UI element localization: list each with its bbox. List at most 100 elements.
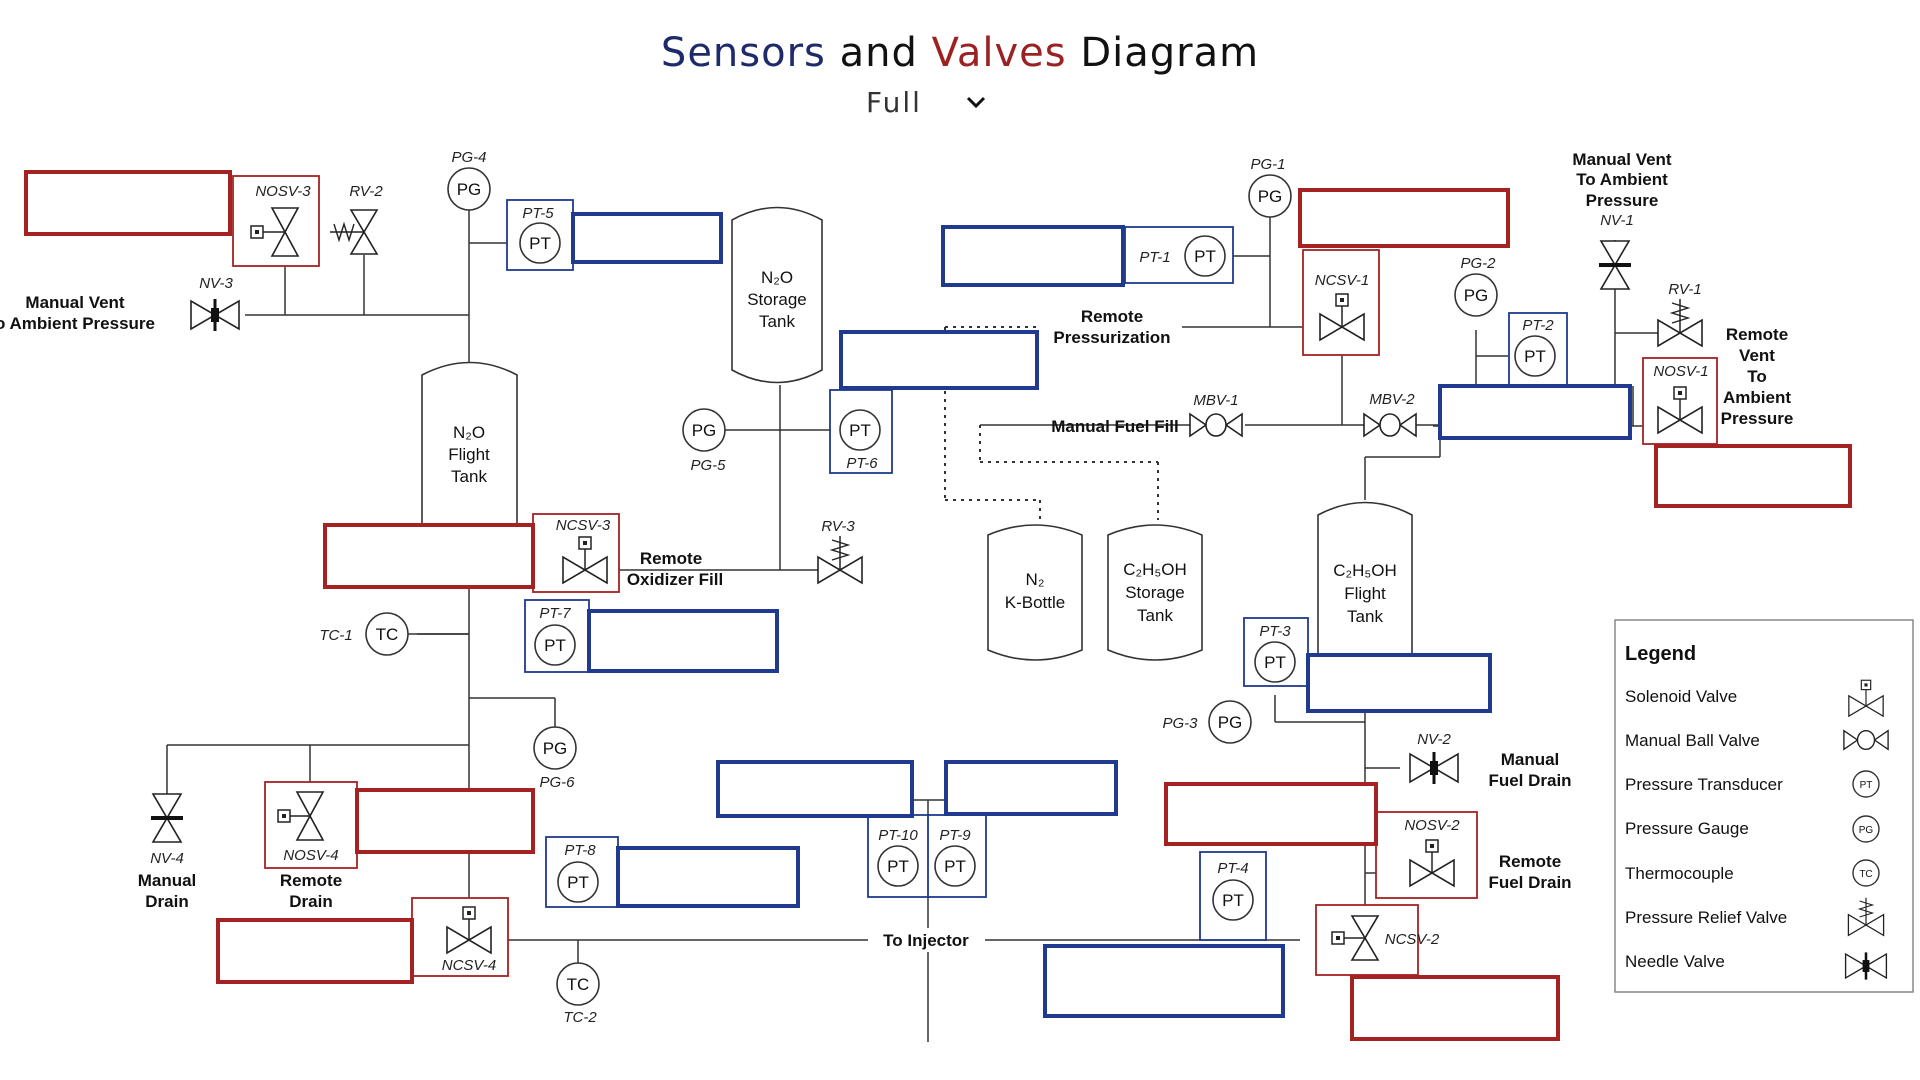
label-remote-pressurization-2: Pressurization (1053, 328, 1170, 347)
label-remote-pressurization-1: Remote (1081, 307, 1143, 326)
thermocouple-tc2[interactable]: TC TC-2 (556, 962, 600, 1026)
title-word-sensors: Sensors (660, 30, 826, 76)
pressure-gauge-pg4[interactable]: PG PG-4 (447, 149, 491, 211)
label-remote-fuel-drain-2: Fuel Drain (1488, 873, 1571, 892)
chevron-down-icon[interactable] (962, 88, 990, 116)
tank-n2o-storage: N₂O Storage Tank (731, 206, 823, 384)
label-manual-fuel-drain-2: Fuel Drain (1488, 771, 1571, 790)
pt10-tag: PT-10 (878, 827, 918, 844)
legend-item-needle-valve: Needle Valve (1625, 952, 1725, 971)
readout-ncsv1 (1298, 188, 1510, 248)
needle-valve-nv1[interactable]: NV-1 (1597, 212, 1634, 291)
pt9-tag: PT-9 (939, 827, 971, 844)
solenoid-valve-ncsv4[interactable]: NCSV-4 (411, 897, 509, 977)
readout-nosv1 (1654, 444, 1852, 508)
pt7-tag: PT-7 (539, 605, 571, 622)
pt7-symbol: PT (544, 636, 566, 655)
ball-valve-mbv2[interactable]: MBV-2 (1363, 391, 1417, 437)
view-selector[interactable]: Full (866, 80, 1066, 124)
pressure-gauge-pg6[interactable]: PG PG-6 (533, 726, 577, 791)
pg1-symbol: PG (1258, 187, 1283, 206)
tank-c2h5oh-storage-line2: Storage (1125, 583, 1185, 602)
pt2-symbol: PT (1524, 347, 1546, 366)
pressure-gauge-pg5[interactable]: PG PG-5 (682, 408, 726, 474)
pressure-transducer-pt4[interactable]: PT PT-4 (1199, 851, 1267, 941)
tc2-tag: TC-2 (563, 1009, 597, 1026)
pressure-transducer-pt5[interactable]: PT PT-5 (506, 199, 574, 271)
relief-valve-rv2[interactable]: RV-2 (329, 183, 383, 255)
pressure-transducer-pt7[interactable]: PT PT-7 (524, 599, 590, 673)
solenoid-valve-ncsv3[interactable]: NCSV-3 (532, 513, 620, 593)
pressure-transducer-pt6[interactable]: PT PT-6 (829, 389, 893, 474)
solenoid-valve-nosv2[interactable]: NOSV-2 (1375, 811, 1478, 899)
tank-n2o-flight-line1: N₂O (453, 423, 485, 442)
pressure-transducer-pt2[interactable]: PT PT-2 (1508, 312, 1568, 386)
thermocouple-tc1[interactable]: TC TC-1 (319, 612, 469, 656)
legend-item-manual-ball-valve: Manual Ball Valve (1625, 731, 1760, 750)
tank-c2h5oh-storage-line3: Tank (1137, 606, 1173, 625)
rv3-tag: RV-3 (821, 518, 855, 535)
pressure-gauge-pg2[interactable]: PG PG-2 (1454, 255, 1498, 317)
solenoid-valve-ncsv1[interactable]: NCSV-1 (1302, 249, 1380, 356)
tank-c2h5oh-flight-line3: Tank (1347, 607, 1383, 626)
pt5-symbol: PT (529, 234, 551, 253)
pressure-gauge-pg3[interactable]: PG PG-3 (1162, 700, 1252, 744)
pg2-tag: PG-2 (1460, 255, 1496, 272)
pressure-gauge-pg1[interactable]: PG PG-1 (1248, 156, 1292, 218)
pt6-tag: PT-6 (846, 455, 878, 472)
solenoid-valve-ncsv2[interactable]: NCSV-2 (1315, 904, 1440, 976)
pressure-transducer-pt1[interactable]: PT PT-1 (1124, 226, 1234, 284)
legend-item-pressure-gauge: Pressure Gauge (1625, 819, 1749, 838)
readout-ncsv2 (1350, 975, 1560, 1041)
nv2-tag: NV-2 (1417, 731, 1451, 748)
tank-n2o-storage-line1: N₂O (761, 268, 793, 287)
solenoid-valve-nosv3[interactable]: NOSV-3 (232, 175, 320, 267)
label-manual-vent-top-3: Pressure (1586, 191, 1659, 210)
tank-n2o-storage-line2: Storage (747, 290, 807, 309)
relief-valve-rv3[interactable]: RV-3 (817, 518, 863, 584)
pt6-symbol: PT (849, 421, 871, 440)
pg5-symbol: PG (692, 421, 717, 440)
pressure-transducer-pt3[interactable]: PT PT-3 (1243, 617, 1309, 687)
tank-n2o-flight-line2: Flight (448, 445, 490, 464)
pressure-transducer-pt9[interactable]: PT PT-9 (927, 814, 987, 898)
label-remote-vent-4: Ambient (1723, 388, 1791, 407)
title-word-diagram: Diagram (1080, 30, 1260, 76)
readout-pt7 (587, 609, 779, 673)
label-manual-drain-2: Drain (145, 892, 188, 911)
label-manual-vent-left-1: Manual Vent (25, 293, 125, 312)
label-remote-vent-2: Vent (1739, 346, 1775, 365)
solenoid-valve-nosv4[interactable]: NOSV-4 (264, 781, 358, 869)
ncsv4-tag: NCSV-4 (442, 957, 496, 974)
nosv1-tag: NOSV-1 (1653, 363, 1708, 380)
ball-valve-mbv1[interactable]: MBV-1 (1189, 392, 1243, 437)
pressure-transducer-pt10[interactable]: PT PT-10 (867, 814, 931, 898)
label-manual-fuel-drain-1: Manual (1501, 750, 1560, 769)
pt8-symbol: PT (567, 873, 589, 892)
tank-n2o-storage-line3: Tank (759, 312, 795, 331)
tc1-symbol: TC (376, 625, 399, 644)
needle-valve-nv2[interactable]: NV-2 (1408, 731, 1460, 786)
nosv3-tag: NOSV-3 (255, 183, 311, 200)
rv2-tag: RV-2 (349, 183, 383, 200)
readout-pt4 (1043, 944, 1285, 1018)
pg6-symbol: PG (543, 739, 568, 758)
needle-valve-nv3[interactable]: NV-3 (189, 275, 241, 333)
thermocouple-icon: TC (1852, 859, 1880, 887)
readout-pt2 (1438, 384, 1632, 440)
diagram-labels: Manual Vent o Ambient Pressure Manual Ve… (0, 150, 1793, 952)
label-remote-fuel-drain-1: Remote (1499, 852, 1561, 871)
relief-valve-rv1[interactable]: RV-1 (1657, 281, 1703, 347)
label-manual-vent-top-2: To Ambient (1576, 170, 1668, 189)
tank-n2o-flight: N₂O Flight Tank (421, 361, 518, 526)
pt5-tag: PT-5 (522, 205, 554, 222)
pressure-transducer-pt8[interactable]: PT PT-8 (545, 836, 619, 908)
readout-nosv2 (1164, 782, 1378, 846)
label-manual-vent-top-1: Manual Vent (1572, 150, 1672, 169)
solenoid-valve-nosv1[interactable]: NOSV-1 (1642, 357, 1718, 445)
readout-boxes (24, 170, 1852, 1041)
readout-ncsv3 (323, 523, 535, 589)
needle-valve-nv4[interactable]: NV-4 (149, 792, 185, 867)
rv1-tag: RV-1 (1668, 281, 1701, 298)
